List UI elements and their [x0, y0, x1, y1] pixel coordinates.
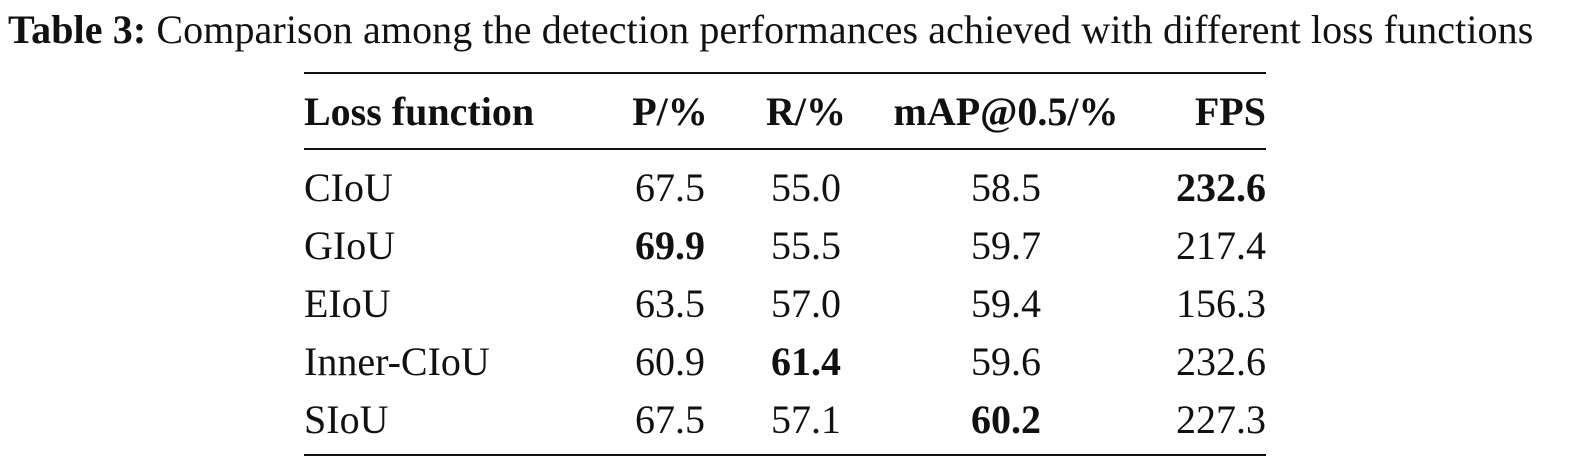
cell-map: 59.7: [971, 222, 1041, 268]
cell-fps: 232.6: [1176, 164, 1266, 210]
cell-recall: 57.1: [771, 396, 841, 442]
cell-loss-function: CIoU: [304, 164, 393, 210]
cell-map: 60.2: [971, 396, 1041, 442]
table-row: EIoU 63.5 57.0 59.4 156.3: [304, 274, 1266, 332]
cell-fps: 227.3: [1176, 396, 1266, 442]
loss-function-comparison-table: Loss function P/% R/% mAP@0.5/% FPS CIoU…: [304, 72, 1266, 456]
header-fps: FPS: [1194, 88, 1266, 134]
cell-precision: 60.9: [635, 338, 705, 384]
header-precision: P/%: [632, 88, 708, 134]
cell-recall: 61.4: [771, 338, 841, 384]
table-body: CIoU 67.5 55.0 58.5 232.6 GIoU 69.9 55.5…: [304, 149, 1266, 455]
table-row: GIoU 69.9 55.5 59.7 217.4: [304, 216, 1266, 274]
header-map: mAP@0.5/%: [893, 88, 1119, 134]
results-table-container: Loss function P/% R/% mAP@0.5/% FPS CIoU…: [304, 72, 1266, 456]
header-row: Loss function P/% R/% mAP@0.5/% FPS: [304, 73, 1266, 149]
table-row: Inner-CIoU 60.9 61.4 59.6 232.6: [304, 332, 1266, 390]
cell-loss-function: Inner-CIoU: [304, 338, 490, 384]
caption-label: Table 3:: [8, 7, 147, 52]
cell-loss-function: SIoU: [304, 396, 389, 442]
cell-recall: 55.0: [771, 164, 841, 210]
cell-precision: 67.5: [635, 396, 705, 442]
cell-loss-function: GIoU: [304, 222, 396, 268]
table-caption: Table 3: Comparison among the detection …: [8, 4, 1576, 56]
table-header: Loss function P/% R/% mAP@0.5/% FPS: [304, 73, 1266, 149]
cell-map: 59.4: [971, 280, 1041, 326]
cell-recall: 57.0: [771, 280, 841, 326]
cell-map: 58.5: [971, 164, 1041, 210]
caption-text: Comparison among the detection performan…: [156, 7, 1534, 52]
cell-loss-function: EIoU: [304, 280, 391, 326]
cell-fps: 156.3: [1176, 280, 1266, 326]
cell-fps: 217.4: [1176, 222, 1266, 268]
table-row: SIoU 67.5 57.1 60.2 227.3: [304, 390, 1266, 455]
header-loss-function: Loss function: [304, 88, 535, 134]
cell-precision: 63.5: [635, 280, 705, 326]
cell-fps: 232.6: [1176, 338, 1266, 384]
table-row: CIoU 67.5 55.0 58.5 232.6: [304, 149, 1266, 216]
cell-map: 59.6: [971, 338, 1041, 384]
cell-recall: 55.5: [771, 222, 841, 268]
cell-precision: 69.9: [635, 222, 705, 268]
cell-precision: 67.5: [635, 164, 705, 210]
header-recall: R/%: [766, 88, 846, 134]
